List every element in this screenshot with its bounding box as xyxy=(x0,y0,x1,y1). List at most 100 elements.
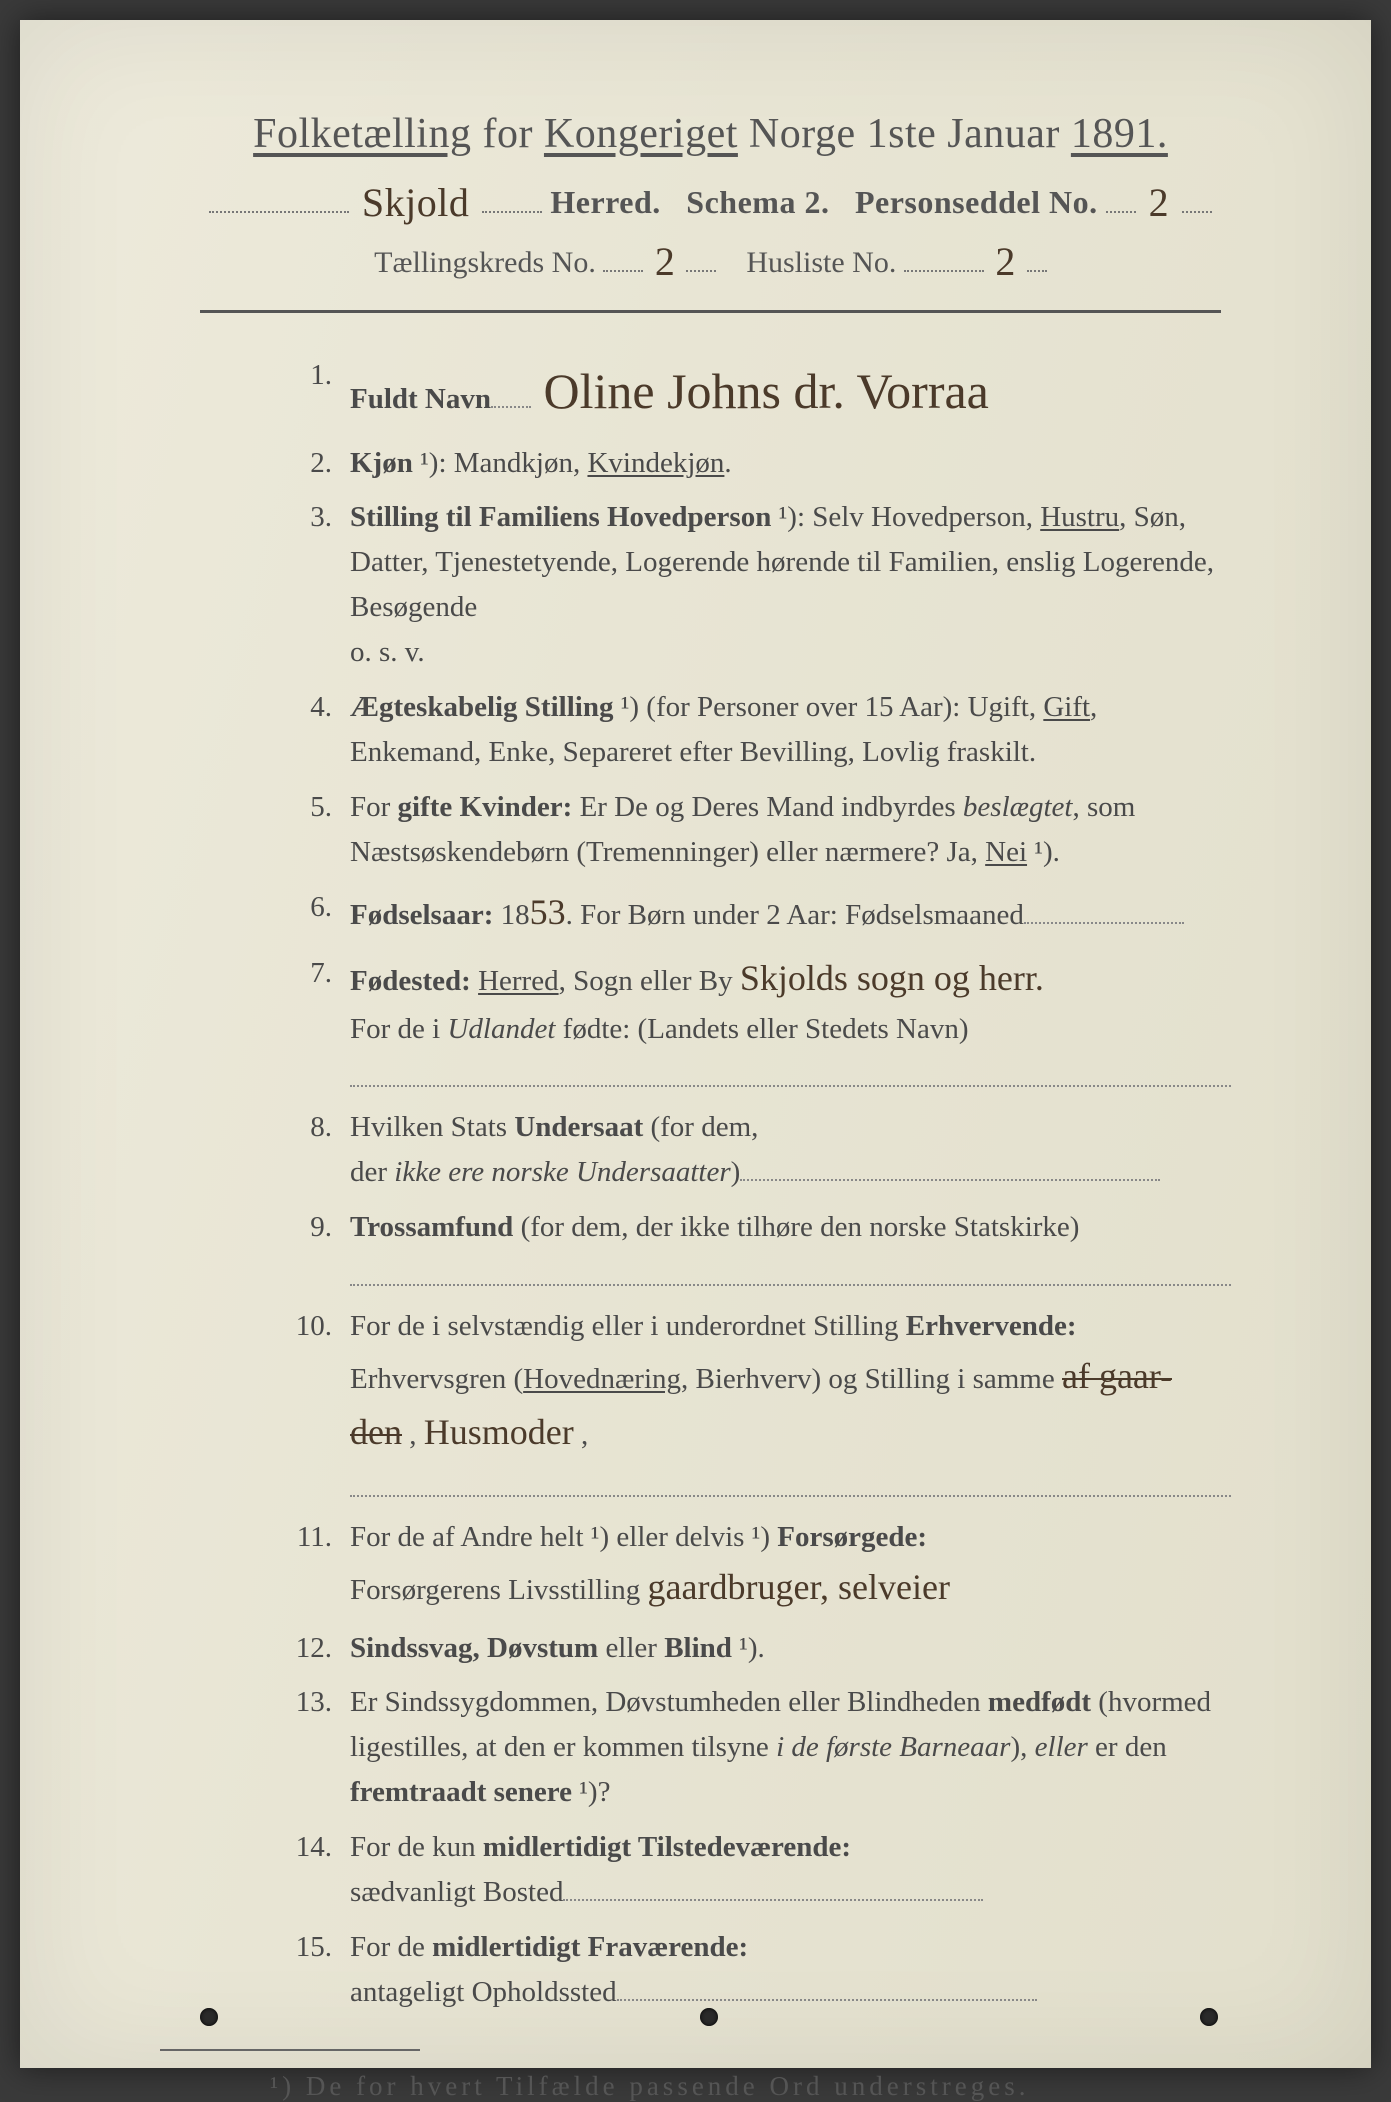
printed-text: For xyxy=(350,791,398,823)
item-body: Kjøn ¹): Mandkjøn, Kvindekjøn. xyxy=(350,441,1231,486)
item-number: 7. xyxy=(280,951,350,996)
item-body: Fødested: Herred, Sogn eller By Skjolds … xyxy=(350,951,1231,1096)
printed-text: ¹): Mandkjøn, xyxy=(413,447,588,479)
item-number: 5. xyxy=(280,785,350,830)
form-item: 3.Stilling til Familiens Hovedperson ¹):… xyxy=(280,495,1231,675)
item-body: For gifte Kvinder: Er De og Deres Mand i… xyxy=(350,785,1231,875)
header-divider xyxy=(200,310,1221,313)
printed-text: 18 xyxy=(493,899,529,931)
printed-text: i de første Barneaar xyxy=(776,1731,1010,1763)
item-number: 1. xyxy=(280,353,350,398)
printed-text: eller xyxy=(1035,1731,1088,1763)
form-item: 4.Ægteskabelig Stilling ¹) (for Personer… xyxy=(280,685,1231,775)
printed-text: Fødested: xyxy=(350,965,471,997)
footnote-text: ¹) De for hvert Tilfælde passende Ord un… xyxy=(160,2071,1261,2102)
printed-text: gifte Kvinder: xyxy=(398,791,573,823)
item-label: Fuldt Navn xyxy=(350,383,491,415)
item-body: Ægteskabelig Stilling ¹) (for Personer o… xyxy=(350,685,1231,775)
form-item: 12.Sindssvag, Døvstum eller Blind ¹). xyxy=(280,1626,1231,1671)
item-body: For de i selvstændig eller i underordnet… xyxy=(350,1304,1231,1505)
printed-text xyxy=(471,965,478,997)
husliste-no-handwritten: 2 xyxy=(991,238,1019,285)
item-number: 2. xyxy=(280,441,350,486)
printed-text: Hovednæring xyxy=(523,1363,681,1395)
printed-text: ) xyxy=(731,1156,741,1188)
item-number: 13. xyxy=(280,1680,350,1725)
printed-text: (for dem, der ikke tilhøre den norske St… xyxy=(513,1211,1079,1243)
printed-text: er den xyxy=(1088,1731,1167,1763)
printed-text: For de kun xyxy=(350,1831,483,1863)
printed-text: ikke ere norske Undersaatter xyxy=(394,1156,730,1188)
printed-text: midlertidigt Tilstedeværende: xyxy=(483,1831,851,1863)
printed-text: Gift xyxy=(1043,691,1090,723)
punch-hole-icon xyxy=(700,2008,718,2026)
handwritten-value: Oline Johns dr. Vorraa xyxy=(531,363,989,419)
printed-text: fødte: (Landets eller Stedets Navn) xyxy=(555,1013,968,1045)
printed-text: For de xyxy=(350,1931,432,1963)
item-body: Fuldt Navn Oline Johns dr. Vorraa xyxy=(350,353,1231,431)
item-number: 9. xyxy=(280,1205,350,1250)
item-body: Stilling til Familiens Hovedperson ¹): S… xyxy=(350,495,1231,675)
printed-text: Trossamfund xyxy=(350,1211,513,1243)
item-number: 4. xyxy=(280,685,350,730)
item-number: 3. xyxy=(280,495,350,540)
printed-text: For de af Andre helt ¹) eller delvis ¹) xyxy=(350,1521,777,1553)
printed-text: Kjøn xyxy=(350,447,413,479)
item-body: For de midlertidigt Fraværende: antagelig… xyxy=(350,1925,1231,2015)
printed-text: Fødselsaar: xyxy=(350,899,493,931)
printed-text: , Bierhverv) og Stilling i samme xyxy=(681,1363,1062,1395)
printed-text: For de i xyxy=(350,1013,447,1045)
item-body: Er Sindssygdommen, Døvstumheden eller Bl… xyxy=(350,1680,1231,1815)
item-body: Trossamfund (for dem, der ikke tilhøre d… xyxy=(350,1205,1231,1294)
item-number: 12. xyxy=(280,1626,350,1671)
printed-text: eller xyxy=(598,1632,664,1664)
handwritten-text: 53 xyxy=(530,892,566,932)
item-body: Sindssvag, Døvstum eller Blind ¹). xyxy=(350,1626,1231,1671)
item-body: For de af Andre helt ¹) eller delvis ¹) … xyxy=(350,1515,1231,1616)
printed-text: Stilling til Familiens Hovedperson xyxy=(350,501,771,533)
item-number: 6. xyxy=(280,885,350,930)
printed-text: Nei xyxy=(985,836,1027,868)
printed-text: Herred xyxy=(478,965,559,997)
punch-hole-icon xyxy=(1200,2008,1218,2026)
item-number: 15. xyxy=(280,1925,350,1970)
dot-leader xyxy=(1024,922,1184,924)
printed-text: ¹) (for Personer over 15 Aar): Ugift, xyxy=(613,691,1043,723)
blank-dotted-line xyxy=(350,1258,1231,1286)
punch-hole-icon xyxy=(200,2008,218,2026)
printed-text: Udlandet xyxy=(447,1013,555,1045)
printed-text: , Sogn eller By xyxy=(559,965,740,997)
printed-text: ¹). xyxy=(732,1632,765,1664)
printed-text: beslægtet xyxy=(963,791,1073,823)
blank-dotted-line xyxy=(350,1469,1231,1497)
handwritten-text: Husmoder xyxy=(424,1412,574,1452)
printed-text: Erhvervende: xyxy=(906,1310,1077,1342)
printed-text: Er Sindssygdommen, Døvstumheden eller Bl… xyxy=(350,1686,988,1718)
item-body: Hvilken Stats Undersaat (for dem,der ikk… xyxy=(350,1105,1231,1195)
printed-text: . For Børn under 2 Aar: Fødselsmaaned xyxy=(566,899,1024,931)
printed-text: Kvindekjøn xyxy=(587,447,724,479)
printed-text: Forsørgerens Livsstilling xyxy=(350,1574,648,1606)
item-number: 8. xyxy=(280,1105,350,1150)
census-form-page: Folketælling for Kongeriget Norge 1ste J… xyxy=(20,20,1371,2068)
footnote-divider xyxy=(160,2049,420,2051)
item-body: Fødselsaar: 1853. For Børn under 2 Aar: … xyxy=(350,885,1231,941)
handwritten-text: af gaar- xyxy=(1062,1356,1172,1396)
item-number: 11. xyxy=(280,1515,350,1560)
printed-text: antageligt Opholdssted xyxy=(350,1976,617,2008)
page-title: Folketælling for Kongeriget Norge 1ste J… xyxy=(160,110,1261,158)
form-item: 9.Trossamfund (for dem, der ikke tilhøre… xyxy=(280,1205,1231,1294)
form-body: 1.Fuldt Navn Oline Johns dr. Vorraa2.Kjø… xyxy=(160,353,1261,2015)
printed-text: For de i selvstændig eller i underordnet… xyxy=(350,1310,906,1342)
header-row-kreds: Tællingskreds No. 2 Husliste No. 2 xyxy=(160,235,1261,282)
printed-text: Er De og Deres Mand indbyrdes xyxy=(572,791,963,823)
taellingskreds-no-handwritten: 2 xyxy=(651,238,679,285)
form-item: 8.Hvilken Stats Undersaat (for dem,der i… xyxy=(280,1105,1231,1195)
herred-handwritten: Skjold xyxy=(358,179,473,226)
form-item: 11.For de af Andre helt ¹) eller delvis … xyxy=(280,1515,1231,1616)
printed-text: midlertidigt Fraværende: xyxy=(432,1931,748,1963)
dot-leader xyxy=(617,1999,1037,2001)
dot-leader xyxy=(563,1899,983,1901)
printed-text: ¹): Selv Hovedperson, xyxy=(771,501,1040,533)
printed-text: . xyxy=(724,447,731,479)
